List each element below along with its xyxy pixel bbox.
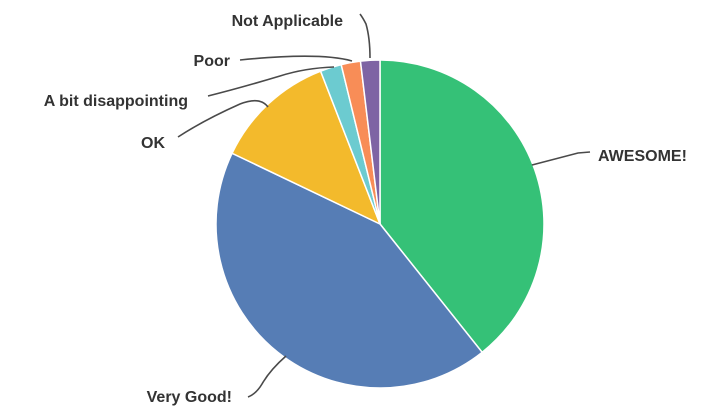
leader-line-awesome — [531, 151, 591, 166]
leader-line-not-applicable — [359, 13, 371, 59]
pie-slices — [215, 59, 545, 389]
pie-slice-ok — [231, 70, 382, 226]
slice-label-ok: OK — [141, 135, 165, 152]
pie-slice-not-applicable — [359, 59, 381, 225]
pie-slice-awesome — [379, 59, 545, 354]
leader-line-poor — [239, 55, 353, 62]
leader-lines — [177, 13, 591, 398]
slice-label-poor: Poor — [194, 53, 230, 70]
slice-label-not-applicable: Not Applicable — [232, 13, 344, 30]
leader-line-ok — [177, 99, 269, 138]
slice-label-very-good: Very Good! — [147, 389, 232, 406]
slice-label-awesome: AWESOME! — [598, 148, 687, 165]
slice-label-a-bit-disappointing: A bit disappointing — [44, 93, 188, 110]
slice-labels: AWESOME! Very Good! OK A bit disappointi… — [44, 13, 687, 406]
pie-slice-very-good — [215, 152, 484, 389]
leader-line-very-good — [247, 355, 287, 398]
leader-line-a-bit-disappointing — [207, 66, 335, 97]
